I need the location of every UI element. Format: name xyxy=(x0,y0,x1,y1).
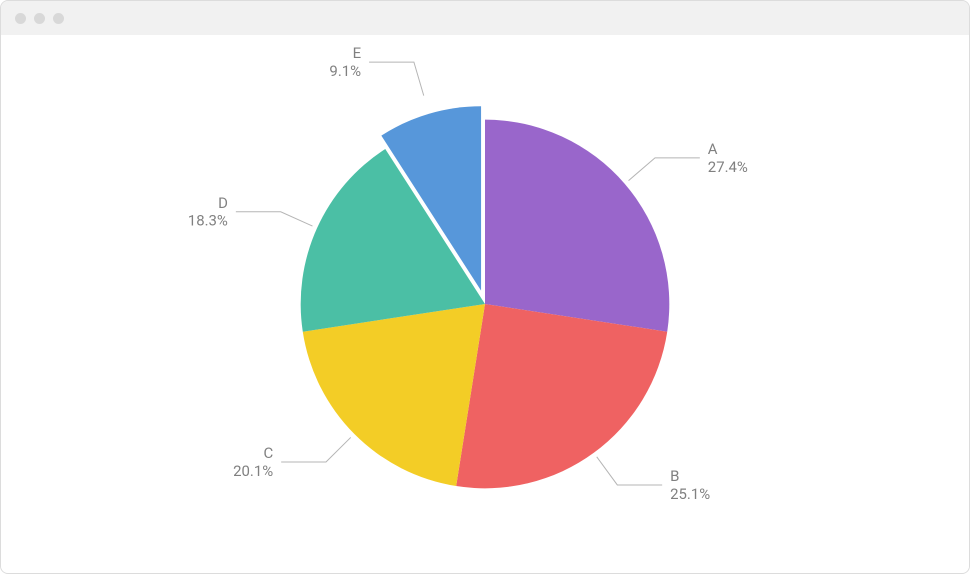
slice-label-name: A xyxy=(708,140,718,158)
leader-line xyxy=(597,457,662,485)
leader-line xyxy=(369,62,424,95)
slice-label-name: D xyxy=(218,194,228,212)
pie-slice-b xyxy=(456,304,667,488)
leader-line xyxy=(281,437,351,462)
leader-line xyxy=(629,158,700,181)
slice-label-name: C xyxy=(263,444,273,462)
slice-label-c: C20.1% xyxy=(233,444,273,480)
window-dot-icon xyxy=(53,13,64,24)
slice-label-pct: 27.4% xyxy=(708,158,748,176)
chart-area: A27.4% B25.1% C20.1% D18.3% E9.1% xyxy=(1,35,969,573)
pie-slice-a xyxy=(485,120,669,332)
slice-label-a: A27.4% xyxy=(708,140,748,176)
leader-line xyxy=(236,212,313,226)
slice-label-b: B25.1% xyxy=(670,467,710,503)
pie-chart: A27.4% B25.1% C20.1% D18.3% E9.1% xyxy=(1,35,969,573)
slice-label-pct: 20.1% xyxy=(233,462,273,480)
slice-label-name: B xyxy=(670,467,679,485)
window-titlebar xyxy=(1,1,969,35)
slice-label-e: E9.1% xyxy=(329,44,361,80)
pie-slice-c xyxy=(303,304,485,486)
slice-label-pct: 9.1% xyxy=(329,62,361,80)
slice-label-pct: 25.1% xyxy=(670,485,710,503)
slice-label-d: D18.3% xyxy=(188,194,228,230)
window-dot-icon xyxy=(15,13,26,24)
browser-frame: A27.4% B25.1% C20.1% D18.3% E9.1% xyxy=(0,0,970,574)
slice-label-name: E xyxy=(353,44,361,62)
slice-label-pct: 18.3% xyxy=(188,212,228,230)
window-dot-icon xyxy=(34,13,45,24)
